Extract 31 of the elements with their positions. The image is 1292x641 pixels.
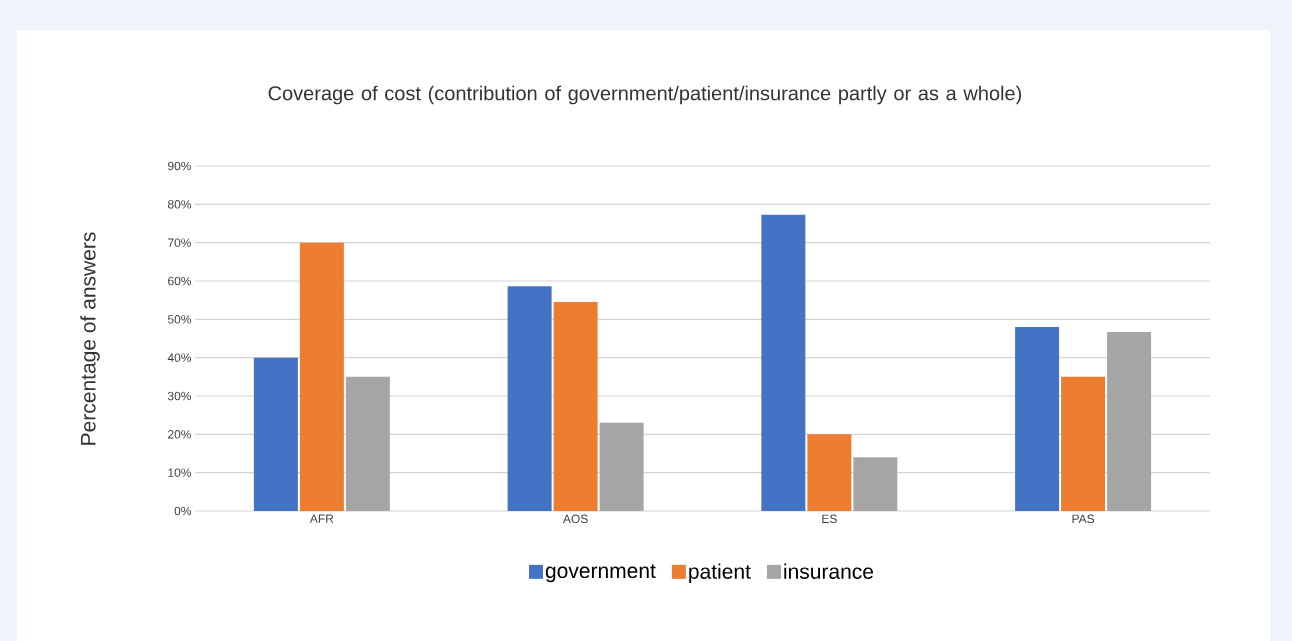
y-tick-label: 50% xyxy=(167,315,192,324)
bar xyxy=(299,242,344,511)
bar xyxy=(807,434,852,511)
y-tick-label: 40% xyxy=(167,353,192,362)
x-tick-label: AFR xyxy=(309,514,334,523)
y-tick-label: 80% xyxy=(167,200,192,209)
bar xyxy=(1107,331,1152,511)
bar xyxy=(853,457,898,511)
bar xyxy=(1015,327,1060,511)
y-tick-label: 0% xyxy=(174,506,192,516)
bar xyxy=(1061,376,1106,511)
bar xyxy=(507,286,552,511)
y-tick-label: 10% xyxy=(168,468,192,477)
bar xyxy=(599,422,644,511)
y-axis-title: Percentage of answers xyxy=(80,232,100,445)
x-tick-label: ES xyxy=(822,514,837,524)
y-tick-label: 60% xyxy=(168,276,192,286)
bar xyxy=(345,376,390,511)
legend-label: government xyxy=(545,564,656,583)
bar xyxy=(253,357,298,511)
chart-title: Coverage of cost (contribution of government/patient/insurance partly or as a whole) xyxy=(268,85,1022,105)
y-tick-label: 20% xyxy=(168,430,192,439)
y-tick-label: 90% xyxy=(168,161,192,171)
legend-label: patient xyxy=(689,563,751,584)
x-tick-label: AOS xyxy=(562,514,588,524)
x-tick-label: PAS xyxy=(1072,514,1095,524)
bar xyxy=(761,214,806,511)
y-tick-label: 70% xyxy=(168,238,192,247)
y-tick-label: 30% xyxy=(167,391,192,401)
legend-label: insurance xyxy=(784,563,874,579)
bar xyxy=(553,302,598,511)
